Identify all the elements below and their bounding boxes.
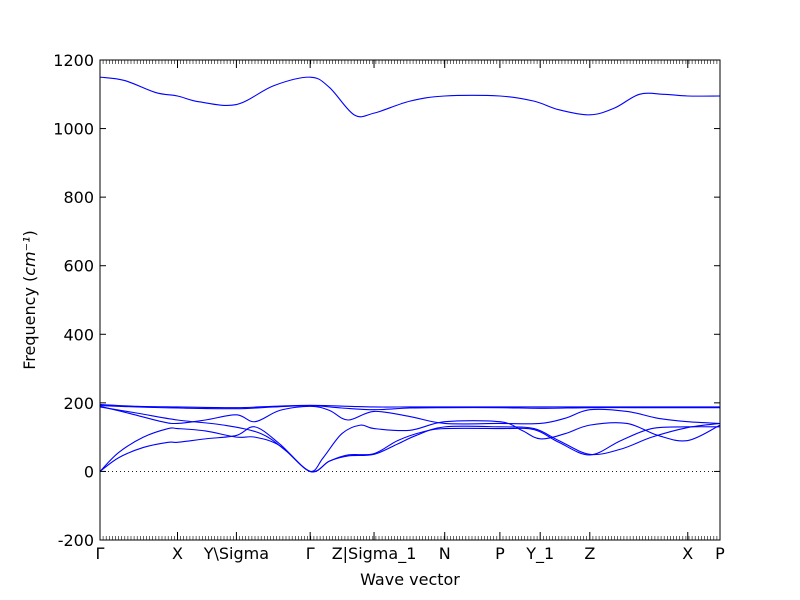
y-axis-label: Frequency (cm⁻¹) [20,230,39,369]
band-series-1 [99,76,721,118]
x-tick-label: P [495,544,505,563]
y-tick-label: 1200 [53,51,94,70]
y-tick-label: 1000 [53,120,94,139]
x-tick-label: Γ [306,544,315,563]
x-tick-label: Γ [96,544,105,563]
x-tick-label: P [715,544,725,563]
band-series-5 [99,406,721,472]
x-tick-label: Y_1 [525,544,554,564]
phonon-bands [99,76,721,473]
y-tick-label: 0 [84,462,94,481]
x-axis: Γ X Y\Sigma Γ Z|Sigma_1 N P Y_1 Z X P [96,60,725,564]
band-series-7 [99,426,721,473]
y-tick-label: 600 [63,257,94,276]
y-axis-unit: cm⁻¹ [20,237,39,276]
x-tick-label: X [682,544,693,563]
x-tick-label: X [172,544,183,563]
band-series-3 [99,405,720,411]
band-series-2 [99,404,720,409]
y-tick-label: 800 [63,188,94,207]
x-tick-label: N [439,544,451,563]
x-tick-label: Y\Sigma [203,544,269,563]
x-tick-label: Z|Sigma_1 [332,544,417,564]
band-series-4 [99,405,721,425]
y-axis: -200 0 200 400 600 800 1000 1200 [53,51,720,550]
y-axis-label-text: Frequency [20,287,39,370]
y-tick-label: -200 [58,531,94,550]
plot-frame [99,59,721,541]
y-tick-label: 400 [63,325,94,344]
plot-area [99,59,721,541]
y-tick-label: 200 [63,394,94,413]
x-tick-label: Z [584,544,595,563]
x-axis-label: Wave vector [360,570,460,589]
